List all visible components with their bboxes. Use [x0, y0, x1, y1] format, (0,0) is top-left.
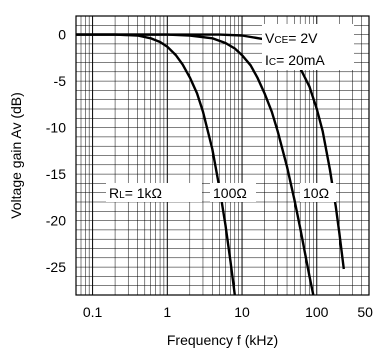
x-tick-label: 100 — [305, 304, 329, 320]
svg-text:10Ω: 10Ω — [303, 185, 329, 201]
plot-frame — [75, 15, 370, 296]
series-line-1 — [76, 33, 315, 296]
y-tick-label: -10 — [46, 120, 66, 136]
y-tick-label: -15 — [46, 166, 66, 182]
series-label-10-ohm: 10Ω — [300, 183, 336, 202]
y-tick-label: -20 — [46, 213, 66, 229]
x-axis-label: Frequency f (kHz) — [167, 332, 278, 348]
y-tick-label: -5 — [54, 73, 67, 89]
y-tick-label: -25 — [46, 259, 66, 275]
series-label-rl-1k: RL= 1kΩ — [106, 183, 202, 202]
ic-condition: IC= 20mA — [265, 52, 325, 68]
x-tick-label: 10 — [234, 304, 250, 320]
x-tick-label: 500 — [357, 304, 373, 320]
y-tick-label: 0 — [58, 27, 66, 43]
vce-condition: VCE= 2V — [265, 30, 318, 46]
svg-text:100Ω: 100Ω — [213, 185, 247, 201]
x-tick-label: 0.1 — [83, 304, 103, 320]
series-line-0 — [76, 33, 236, 296]
x-tick-label: 1 — [163, 304, 171, 320]
svg-text:RL= 1kΩ: RL= 1kΩ — [109, 185, 162, 201]
series-label-100-ohm: 100Ω — [210, 183, 256, 202]
y-axis-label: Voltage gain Av (dB) — [8, 92, 24, 219]
conditions-box: VCE= 2V IC= 20mA — [262, 24, 354, 70]
